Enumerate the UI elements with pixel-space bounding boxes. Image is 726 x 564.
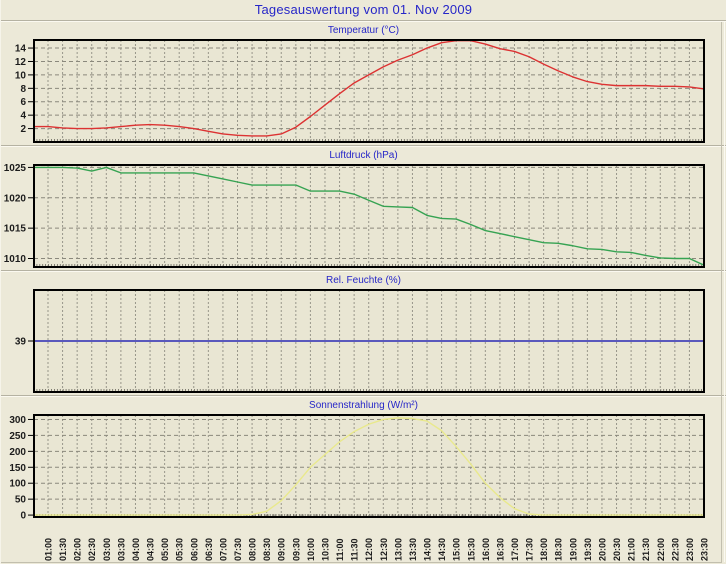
time-tick-label: 15:00: [452, 538, 462, 561]
time-tick-label: 21:30: [641, 538, 651, 561]
chart-plot-pressure: 1010 1015 1020 1025: [1, 163, 726, 270]
chart-plot-solar: 0 50 100 150 200 250 300: [1, 413, 726, 520]
window-bottom-edge: [1, 562, 722, 563]
time-tick-label: 06:30: [204, 538, 214, 561]
svg-text:1025: 1025: [4, 163, 27, 174]
time-tick-label: 10:00: [306, 538, 316, 561]
time-tick-label: 16:00: [481, 538, 491, 561]
time-tick-label: 07:00: [218, 538, 228, 561]
x-axis-time-labels: 01:00 01:30 02:00 02:30 03:00 03:30 04:00 04:30…: [1, 520, 726, 564]
data-line: [34, 417, 704, 516]
plot-canvas: 2 4 6 8 10 12 14: [15, 39, 705, 143]
time-tick-label: 12:30: [379, 538, 389, 561]
time-tick-label: 06:00: [189, 538, 199, 561]
svg-text:14: 14: [15, 44, 27, 55]
data-line: [34, 39, 705, 137]
time-tick-label: 05:00: [160, 538, 170, 561]
chart-section-humidity: Rel. Feuchte (%) 39: [1, 272, 726, 395]
time-tick-label: 03:00: [102, 538, 112, 561]
time-tick-label: 03:30: [116, 538, 126, 561]
svg-text:8: 8: [20, 84, 26, 95]
svg-text:50: 50: [15, 495, 27, 506]
chart-title-temperature: Temperatur (°C): [327, 25, 400, 36]
time-tick-label: 13:00: [393, 538, 403, 561]
time-tick-label: 14:00: [423, 538, 433, 561]
time-tick-label: 22:00: [656, 538, 666, 561]
time-tick-label: 15:30: [466, 538, 476, 561]
time-tick-label: 09:30: [291, 538, 301, 561]
time-tick-label: 19:30: [583, 538, 593, 561]
time-tick-label: 23:30: [700, 538, 710, 561]
plot-canvas: 0 50 100 150 200 250 300: [9, 414, 705, 520]
svg-text:200: 200: [9, 447, 26, 458]
chart-title-humidity: Rel. Feuchte (%): [325, 275, 402, 286]
time-tick-label: 17:00: [510, 538, 520, 561]
time-tick-label: 22:30: [670, 538, 680, 561]
svg-text:100: 100: [9, 479, 26, 490]
chart-section-temperature: Temperatur (°C) 2 4 6 8 10 12 14: [1, 22, 726, 145]
plot-canvas: 1010 1015 1020 1025: [4, 163, 705, 268]
chart-plot-temperature: 2 4 6 8 10 12 14: [1, 38, 726, 145]
section-divider: [1, 270, 726, 272]
page-title: Tagesauswertung vom 01. Nov 2009: [254, 2, 473, 17]
time-tick-label: 21:00: [627, 538, 637, 561]
chart-section-pressure: Luftdruck (hPa) 1010 1015 1020 1025: [1, 147, 726, 270]
time-tick-label: 04:00: [131, 538, 141, 561]
time-tick-label: 19:00: [568, 538, 578, 561]
section-divider: [1, 395, 726, 397]
svg-text:0: 0: [20, 511, 26, 520]
svg-text:1010: 1010: [4, 254, 27, 265]
time-tick-label: 04:30: [146, 538, 156, 561]
svg-text:300: 300: [9, 415, 26, 426]
time-tick-label: 13:30: [408, 538, 418, 561]
time-tick-label: 20:00: [597, 538, 607, 561]
time-tick-label: 01:00: [44, 538, 54, 561]
time-tick-label: 12:00: [364, 538, 374, 561]
time-tick-label: 07:30: [233, 538, 243, 561]
chart-title-solar: Sonnenstrahlung (W/m²): [309, 400, 418, 411]
time-tick-label: 08:00: [248, 538, 258, 561]
svg-text:10: 10: [15, 70, 27, 81]
time-tick-label: 02:00: [73, 538, 83, 561]
time-tick-label: 10:30: [320, 538, 330, 561]
chart-title-pressure: Luftdruck (hPa): [329, 150, 398, 161]
plot-canvas: 39: [15, 289, 705, 393]
time-tick-label: 18:30: [554, 538, 564, 561]
time-tick-label: 14:30: [437, 538, 447, 561]
svg-text:12: 12: [15, 57, 27, 68]
time-tick-label: 09:00: [277, 538, 287, 561]
header-divider: [1, 20, 726, 22]
svg-text:1015: 1015: [4, 224, 27, 235]
svg-text:1020: 1020: [4, 193, 27, 204]
chart-section-solar: Sonnenstrahlung (W/m²) 0 50 100 150 200 250 30…: [1, 397, 726, 520]
time-tick-label: 18:00: [539, 538, 549, 561]
section-divider: [1, 145, 726, 147]
svg-text:150: 150: [9, 463, 26, 474]
time-tick-label: 05:30: [175, 538, 185, 561]
time-tick-label: 17:30: [525, 538, 535, 561]
chart-plot-humidity: 39: [1, 288, 726, 395]
time-tick-label: 23:00: [685, 538, 695, 561]
time-tick-label: 08:30: [262, 538, 272, 561]
time-axis-canvas: 01:00 01:30 02:00 02:30 03:00 03:30 04:00 04:30…: [44, 538, 710, 561]
time-tick-label: 01:30: [58, 538, 68, 561]
svg-text:6: 6: [20, 97, 26, 108]
time-tick-label: 02:30: [87, 538, 97, 561]
svg-text:39: 39: [15, 337, 27, 348]
time-tick-label: 11:30: [350, 538, 360, 561]
svg-text:250: 250: [9, 431, 26, 442]
window-right-edge: [721, 22, 725, 562]
svg-text:2: 2: [20, 124, 26, 135]
time-tick-label: 20:30: [612, 538, 622, 561]
time-tick-label: 11:00: [335, 538, 345, 561]
data-line: [34, 166, 705, 266]
svg-text:4: 4: [20, 111, 26, 122]
time-tick-label: 16:30: [495, 538, 505, 561]
